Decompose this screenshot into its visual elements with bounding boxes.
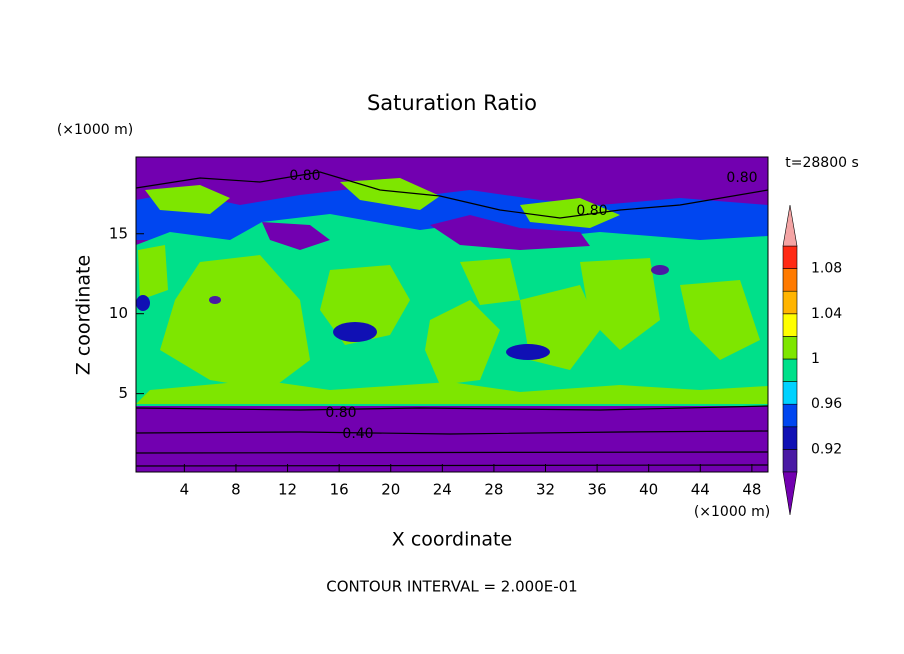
colorbar-box — [782, 313, 798, 337]
field-region — [160, 255, 310, 390]
colorbar-box — [782, 290, 798, 315]
field-region — [209, 296, 221, 304]
x-tick-label: 12 — [278, 481, 297, 499]
footer: CONTOUR INTERVAL = 2.000E-01 — [326, 578, 577, 596]
y-tick-label: 15 — [109, 224, 128, 242]
colorbar-box — [782, 426, 798, 450]
x-tick-label: 48 — [742, 481, 761, 499]
field-region — [580, 258, 660, 350]
field-region — [136, 295, 150, 311]
field-region — [138, 245, 168, 300]
x-tick-label: 16 — [330, 481, 349, 499]
colorbar-box — [782, 403, 798, 428]
colorbar-box — [782, 336, 798, 360]
colorbar-label: 1.08 — [811, 261, 842, 277]
contour-line — [135, 430, 769, 435]
x-tick-label: 44 — [691, 481, 710, 499]
contour-label: 0.40 — [342, 426, 373, 442]
contour-line — [135, 464, 769, 467]
field-region — [136, 380, 768, 404]
field-region — [460, 258, 520, 305]
y-axis-title: Z coordinate — [73, 255, 95, 375]
colorbar-label: 1.04 — [811, 306, 842, 322]
colorbar-box — [782, 245, 798, 269]
contour-label: 0.80 — [576, 203, 607, 219]
colorbar-label: 0.96 — [811, 396, 842, 412]
contour-label: 0.80 — [325, 405, 356, 421]
field-region — [333, 322, 377, 342]
field-region — [262, 222, 330, 250]
field-region — [430, 215, 590, 250]
time-label: t=28800 s — [785, 155, 859, 171]
colorbar-box — [782, 268, 798, 292]
field-region — [680, 280, 760, 360]
contour-line — [135, 451, 769, 454]
field — [135, 157, 769, 472]
contour-label: 0.80 — [289, 168, 320, 184]
x-axis-title: X coordinate — [392, 529, 512, 551]
colorbar-box — [782, 358, 798, 382]
x-tick-label: 24 — [433, 481, 452, 499]
colorbar-label: 0.92 — [811, 441, 842, 457]
x-tick-label: 36 — [588, 481, 607, 499]
x-unit: (×1000 m) — [694, 504, 770, 520]
y-tick-label: 10 — [109, 304, 128, 322]
field-region — [425, 300, 500, 385]
colorbar-box — [782, 381, 798, 405]
contour-label: 0.80 — [726, 170, 757, 186]
field-region — [651, 265, 669, 275]
x-tick-label: 4 — [180, 481, 190, 499]
x-tick-label: 32 — [536, 481, 555, 499]
contour-line — [135, 405, 769, 411]
chart-title: Saturation Ratio — [367, 91, 537, 115]
plot-frame — [135, 156, 769, 473]
x-tick-label: 28 — [484, 481, 503, 499]
field-region — [520, 198, 620, 228]
field-region — [506, 344, 550, 360]
colorbar-low — [782, 471, 798, 516]
x-tick-label: 40 — [639, 481, 658, 499]
y-tick-label: 5 — [118, 384, 128, 402]
colorbar-box — [782, 449, 798, 473]
y-unit: (×1000 m) — [57, 122, 133, 138]
x-tick-label: 8 — [231, 481, 241, 499]
contour-line — [135, 171, 769, 219]
colorbar-high — [782, 204, 798, 247]
x-tick-label: 20 — [381, 481, 400, 499]
field-region — [145, 185, 230, 214]
colorbar-label: 1 — [811, 351, 820, 367]
